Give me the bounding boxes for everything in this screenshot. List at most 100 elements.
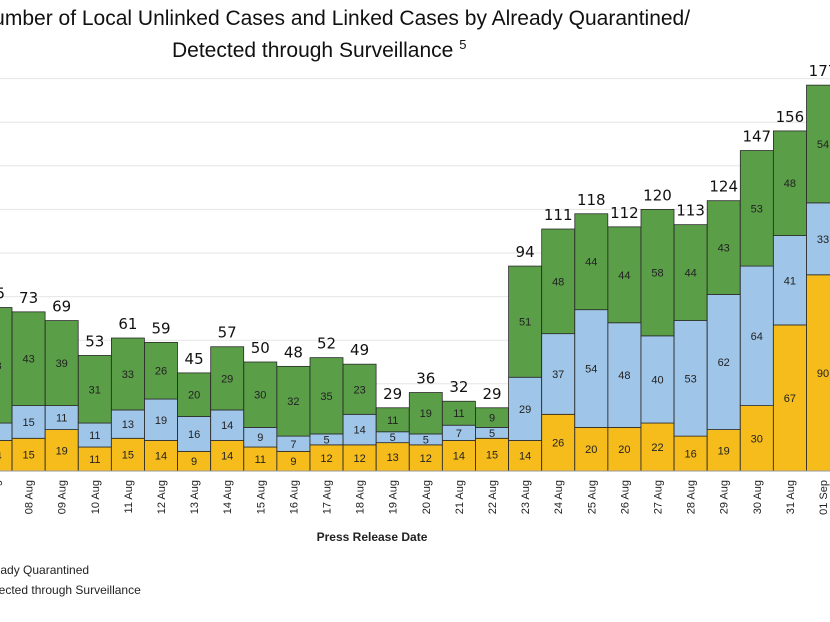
x-tick-label: 23 Aug (520, 480, 532, 514)
data-label: 11 (89, 454, 100, 466)
data-label: 13 (122, 419, 134, 431)
data-label: 48 (618, 370, 630, 382)
x-tick-label: 11 Aug (123, 480, 135, 513)
data-label: 20 (618, 444, 630, 456)
bar-segment (177, 416, 212, 452)
data-label: 13 (387, 452, 399, 464)
data-label: 62 (718, 357, 730, 369)
x-tick-label: 24 Aug (553, 480, 565, 514)
legend-item-already-quarantined: Already Quarantined (0, 563, 90, 577)
bar-segment (773, 235, 807, 326)
data-label: 12 (353, 453, 365, 465)
total-label: 69 (52, 298, 71, 316)
bar-segment (508, 440, 543, 472)
data-label: 14 (221, 451, 233, 463)
total-label: 75 (0, 285, 5, 303)
bar-segment (408, 392, 443, 435)
bar-segment (342, 363, 377, 415)
data-label: 14 (155, 451, 167, 463)
bar-segment (44, 429, 79, 472)
data-label: 14 (519, 451, 531, 463)
data-label: 40 (651, 374, 663, 386)
bar-segment (111, 437, 145, 472)
x-tick-label: 31 Aug (785, 480, 797, 514)
bar-segment (144, 398, 178, 441)
x-tick-label: 20 Aug (421, 480, 433, 514)
x-tick-label: 12 Aug (156, 480, 168, 514)
data-label: 31 (89, 384, 101, 396)
total-label: 118 (577, 191, 606, 209)
bar-segment (210, 346, 245, 411)
bar-segment (673, 224, 708, 321)
data-label: 9 (191, 456, 197, 468)
bar-segment (806, 84, 830, 204)
bar-segment (706, 429, 741, 472)
x-axis-title: Press Release Date (317, 530, 428, 544)
x-tick-label: 01 Sep (818, 480, 830, 515)
total-label: 120 (643, 186, 672, 204)
bar-segment (773, 130, 807, 236)
data-label: 19 (155, 415, 167, 427)
x-tick-label: 08 Aug (24, 480, 36, 514)
total-label: 52 (317, 335, 336, 353)
x-tick-label: 09 Aug (57, 480, 69, 514)
data-label: 23 (353, 384, 365, 396)
bar-segment (276, 365, 311, 437)
total-label: 156 (776, 108, 805, 126)
bar-segment (0, 307, 13, 424)
bar-segment (11, 405, 46, 439)
data-label: 48 (784, 178, 796, 190)
data-label: 26 (155, 366, 167, 378)
total-label: 147 (742, 128, 771, 146)
data-label: 33 (817, 234, 829, 246)
data-label: 58 (651, 268, 663, 280)
bar-segment (607, 322, 642, 428)
x-tick-label: 28 Aug (686, 480, 698, 514)
x-tick-label: 19 Aug (388, 480, 400, 514)
data-label: 15 (22, 450, 34, 462)
total-label: 29 (482, 385, 501, 403)
bar-segment (739, 150, 774, 267)
x-tick-label: 30 Aug (752, 480, 764, 514)
data-label: 14 (453, 451, 465, 463)
total-label: 177 (809, 62, 830, 80)
bar-segment (177, 372, 212, 417)
data-label: 29 (221, 373, 233, 385)
data-label: 22 (651, 442, 663, 454)
bar-segment (640, 335, 675, 424)
bar-segment (574, 213, 609, 311)
x-tick-label: 16 Aug (288, 480, 300, 514)
bar-segment (11, 311, 46, 406)
data-label: 41 (784, 275, 796, 287)
data-label: 53 (0, 360, 2, 372)
data-label: 16 (684, 449, 696, 461)
bar-segment (640, 208, 675, 337)
x-tick-label: 14 Aug (222, 480, 234, 514)
data-label: 29 (519, 404, 531, 416)
data-label: 15 (486, 450, 498, 462)
x-tick-label: 17 Aug (322, 480, 334, 514)
data-label: 11 (255, 454, 266, 466)
data-label: 53 (684, 373, 696, 385)
data-label: 19 (420, 408, 432, 420)
data-label: 9 (290, 456, 296, 468)
data-label: 20 (585, 444, 597, 456)
total-label: 29 (383, 385, 402, 403)
data-label: 43 (718, 243, 730, 255)
total-label: 111 (544, 206, 573, 224)
data-label: 11 (89, 430, 100, 442)
x-tick-label: 07 Aug (0, 480, 3, 514)
x-tick-label: 25 Aug (586, 480, 598, 514)
data-label: 53 (751, 203, 763, 215)
data-label: 12 (320, 453, 332, 465)
data-label: 5 (423, 434, 429, 446)
data-label: 33 (122, 369, 134, 381)
data-label: 64 (751, 331, 763, 343)
bar-segment (640, 422, 675, 472)
x-tick-label: 13 Aug (189, 480, 201, 514)
bar-segment (541, 333, 576, 415)
data-label: 48 (552, 276, 564, 288)
total-label: 112 (610, 204, 639, 222)
total-label: 36 (416, 370, 435, 388)
bar-segment (574, 426, 609, 472)
